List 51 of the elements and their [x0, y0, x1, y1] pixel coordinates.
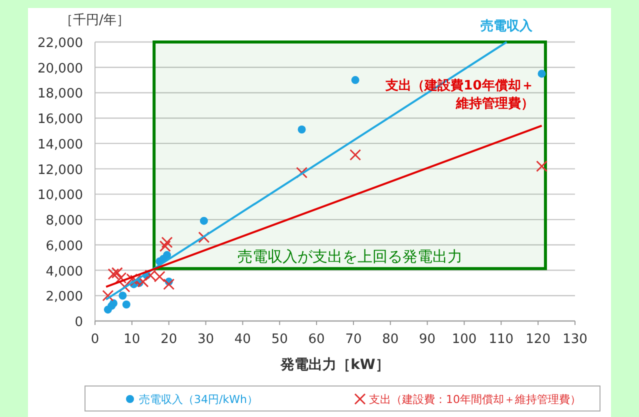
y-tick-label: 22,000 — [38, 36, 83, 51]
legend-label: 売電収入（34円/kWh） — [139, 393, 258, 406]
series-label: 売電収入 — [480, 18, 534, 34]
y-tick-label: 12,000 — [38, 162, 83, 178]
y-tick-label: 0 — [74, 315, 83, 330]
point — [161, 236, 173, 248]
legend-label: 支出（建設費：10年間償却＋維持管理費） — [369, 393, 581, 406]
y-tick-label: 2,000 — [46, 290, 83, 305]
x-tick-label: 80 — [382, 332, 399, 347]
point — [118, 292, 127, 300]
y-tick-label: 14,000 — [38, 137, 83, 152]
x-tick-label: 30 — [197, 332, 214, 347]
y-tick-label: 20,000 — [38, 61, 83, 76]
point — [109, 299, 118, 308]
point — [536, 160, 548, 172]
point — [198, 232, 210, 244]
y-tick-label: 10,000 — [38, 188, 83, 204]
band-label: 売電収入が支出を上回る発電出力 — [237, 248, 462, 266]
point — [159, 240, 171, 252]
x-tick-label: 100 — [452, 332, 477, 347]
point — [163, 251, 171, 260]
y-axis-title: ［千円/年］ — [60, 13, 130, 28]
x-tick-label: 40 — [234, 332, 251, 347]
point — [108, 268, 120, 280]
x-tick-label: 10 — [124, 332, 140, 347]
x-tick-label: 120 — [526, 332, 550, 347]
x-axis-title: 発電出力［kW］ — [280, 357, 390, 373]
x-tick-label: 50 — [271, 332, 288, 347]
x-tick-label: 70 — [345, 332, 362, 347]
point — [350, 149, 362, 161]
x-tick-label: 90 — [419, 332, 436, 347]
point — [118, 281, 130, 293]
point — [538, 70, 546, 78]
point — [102, 290, 114, 302]
point — [163, 278, 175, 290]
x-tick-label: 20 — [160, 332, 178, 347]
x-tick-label: 130 — [562, 332, 588, 347]
point — [122, 300, 130, 309]
y-tick-label: 8,000 — [46, 214, 83, 229]
point — [351, 76, 360, 84]
x-tick-label: 0 — [90, 332, 100, 347]
y-tick-label: 18,000 — [38, 86, 83, 102]
y-tick-label: 16,000 — [38, 112, 83, 128]
series-label: 支出（建設費10年償却＋維持管理費） — [384, 78, 534, 112]
point — [111, 267, 123, 279]
y-tick-label: 4,000 — [46, 264, 83, 280]
x-tick-label: 110 — [488, 332, 514, 347]
x-tick-label: 60 — [308, 332, 325, 347]
point — [200, 216, 208, 225]
y-tick-label: 6,000 — [46, 238, 83, 254]
point — [298, 126, 306, 134]
